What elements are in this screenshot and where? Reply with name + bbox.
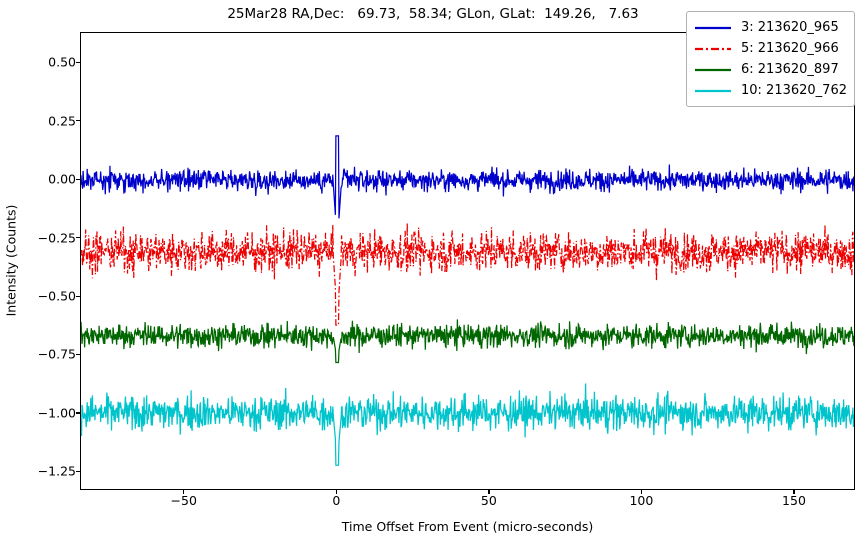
legend-entry: 10: 213620_762 [694, 80, 847, 101]
legend-entry: 3: 213620_965 [694, 17, 847, 38]
x-tick-mark [335, 490, 337, 494]
series-canvas [81, 135, 854, 466]
y-tick-mark [76, 353, 80, 356]
plot-area [80, 32, 855, 490]
y-axis-label-holder: Intensity (Counts) [2, 150, 20, 370]
legend-label: 6: 213620_897 [741, 62, 839, 77]
y-tick-label: −1.00 [37, 405, 76, 421]
y-tick-mark [76, 470, 80, 472]
x-axis-label: Time Offset From Event (micro-seconds) [341, 519, 594, 534]
y-tick-mark [76, 61, 80, 64]
x-tick-mark [488, 490, 490, 494]
y-tick-mark [76, 295, 80, 297]
y-tick-mark [76, 412, 80, 414]
y-tick-label: 0.50 [48, 54, 76, 70]
x-tick-mark [640, 490, 643, 494]
legend-entry: 5: 213620_966 [694, 38, 847, 59]
y-axis-label: Intensity (Counts) [3, 204, 19, 317]
y-tick-mark [76, 237, 80, 239]
legend-line-sample [695, 47, 731, 50]
x-tick-label: 100 [629, 493, 654, 508]
legend-line-sample [695, 68, 731, 71]
data-series-line [81, 222, 854, 326]
y-tick-label: 0.25 [48, 113, 76, 129]
legend-label: 5: 213620_966 [741, 41, 839, 56]
legend-line-sample [695, 26, 731, 29]
data-series-line [81, 383, 854, 466]
y-tick-label: −1.25 [37, 463, 76, 479]
legend-entry: 6: 213620_897 [694, 59, 847, 80]
y-tick-mark [76, 120, 80, 122]
x-tick-mark [793, 490, 795, 494]
x-tick-label: 150 [782, 493, 806, 508]
x-tick-label: −50 [170, 493, 197, 508]
y-tick-label: −0.25 [37, 230, 76, 246]
y-tick-mark [76, 178, 80, 180]
y-tick-label: −0.50 [37, 288, 76, 304]
data-series-line [81, 135, 854, 219]
legend-line-sample [695, 89, 731, 92]
x-tick-label: 50 [480, 493, 497, 508]
y-tick-label: 0.00 [48, 171, 76, 187]
data-series-line [81, 319, 854, 364]
legend-label: 3: 213620_965 [741, 20, 839, 35]
x-tick-mark [183, 490, 185, 494]
y-tick-label: −0.75 [37, 346, 76, 362]
chart-legend: 3: 213620_965 5: 213620_966 6: 213620_897 1… [686, 11, 855, 107]
chart-title: 25Mar28 RA,Dec: 69.73, 58.34; GLon, GLat… [227, 6, 639, 22]
legend-label: 10: 213620_762 [741, 83, 847, 98]
x-tick-label: 0 [332, 493, 341, 508]
